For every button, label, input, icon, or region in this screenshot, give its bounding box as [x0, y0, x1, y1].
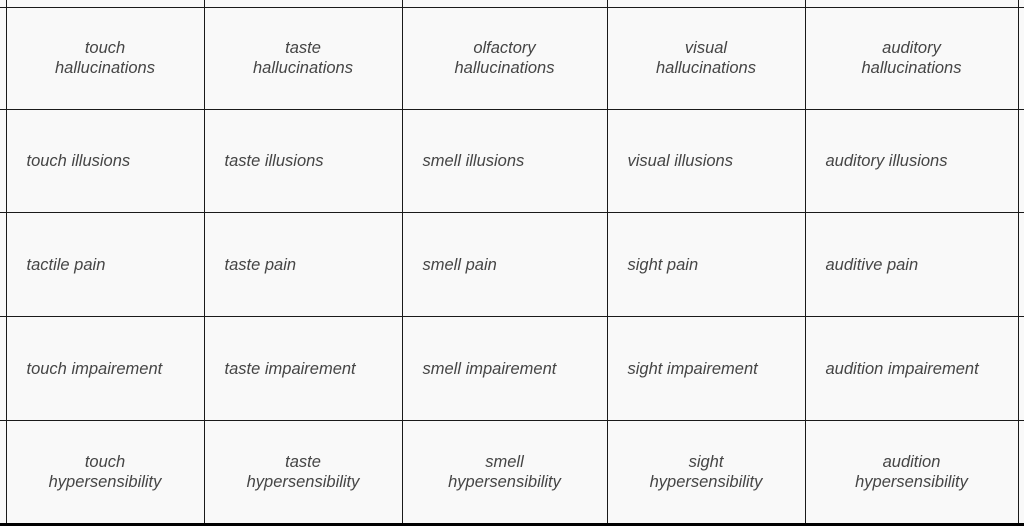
table-cell: tactile pain [5, 212, 205, 318]
cell-text: smell impairement [422, 359, 557, 378]
table-cell: taste impairement [203, 316, 403, 421]
table-cell: touch illusions [5, 108, 205, 214]
table-cell: taste hypersensibility [203, 419, 403, 526]
table-row-illusions: touch illusions taste illusions smell il… [0, 108, 1024, 214]
cell-text: auditory illusions [825, 151, 948, 170]
table-cell: sight impairement [606, 316, 806, 421]
table-cell: auditory illusions [804, 108, 1019, 214]
table-cell: touch impairement [5, 316, 205, 421]
cell-text: auditory hallucinations [861, 39, 962, 78]
cell-text: audition impairement [825, 359, 979, 378]
table-cell [203, 0, 403, 8]
table-cell: auditory hallucinations [804, 6, 1019, 110]
table-edge-cell [1017, 419, 1024, 526]
cell-text: touch hypersensibility [48, 452, 162, 491]
cell-text: olfactory hallucinations [454, 39, 555, 78]
table-edge-cell [1017, 6, 1024, 110]
table-top-strip [0, 0, 1024, 8]
cell-text: visual hallucinations [656, 39, 756, 78]
cell-text: visual illusions [627, 151, 733, 170]
table-cell: taste pain [203, 212, 403, 318]
table-cell: taste illusions [203, 108, 403, 214]
cell-text: sight impairement [627, 359, 758, 378]
table-row-hypersensibility: touch hypersensibility taste hypersensib… [0, 419, 1024, 526]
cell-text: smell illusions [422, 151, 525, 170]
table-cell [606, 0, 806, 8]
cell-text: taste hypersensibility [246, 452, 360, 491]
table-cell: touch hallucinations [5, 6, 205, 110]
cell-text: sight hypersensibility [649, 452, 763, 491]
table-edge-cell [1017, 316, 1024, 421]
table-row-impairement: touch impairement taste impairement smel… [0, 316, 1024, 421]
cell-text: touch hallucinations [55, 39, 155, 78]
cell-text: sight pain [627, 255, 699, 274]
table-cell: smell hypersensibility [401, 419, 608, 526]
table-cell: touch hypersensibility [5, 419, 205, 526]
cell-text: smell hypersensibility [448, 452, 561, 491]
table-edge-cell [1017, 212, 1024, 318]
table-cell: visual illusions [606, 108, 806, 214]
table-cell: smell impairement [401, 316, 608, 421]
cell-text: taste hallucinations [253, 39, 353, 78]
cell-text: smell pain [422, 255, 497, 274]
table-cell: audition hypersensibility [804, 419, 1019, 526]
cell-text: touch illusions [26, 151, 131, 170]
table-cell: auditive pain [804, 212, 1019, 318]
table-cell: taste hallucinations [203, 6, 403, 110]
table-cell: sight pain [606, 212, 806, 318]
table-cell: smell pain [401, 212, 608, 318]
table-cell [804, 0, 1019, 8]
cell-text: taste impairement [224, 359, 356, 378]
table-cell: audition impairement [804, 316, 1019, 421]
table-cell: visual hallucinations [606, 6, 806, 110]
table-edge-cell [1017, 108, 1024, 214]
cell-text: taste pain [224, 255, 297, 274]
cell-text: audition hypersensibility [855, 452, 968, 491]
cell-text: tactile pain [26, 255, 106, 274]
cell-text: touch impairement [26, 359, 163, 378]
table-edge-cell [1017, 0, 1024, 8]
table-cell: olfactory hallucinations [401, 6, 608, 110]
table-cell [401, 0, 608, 8]
table-cell: sight hypersensibility [606, 419, 806, 526]
cell-text: taste illusions [224, 151, 324, 170]
table-row-pain: tactile pain taste pain smell pain sight… [0, 212, 1024, 318]
table-cell: smell illusions [401, 108, 608, 214]
table-cell [5, 0, 205, 8]
table-row-hallucinations: touch hallucinations taste hallucination… [0, 6, 1024, 110]
cell-text: auditive pain [825, 255, 919, 274]
